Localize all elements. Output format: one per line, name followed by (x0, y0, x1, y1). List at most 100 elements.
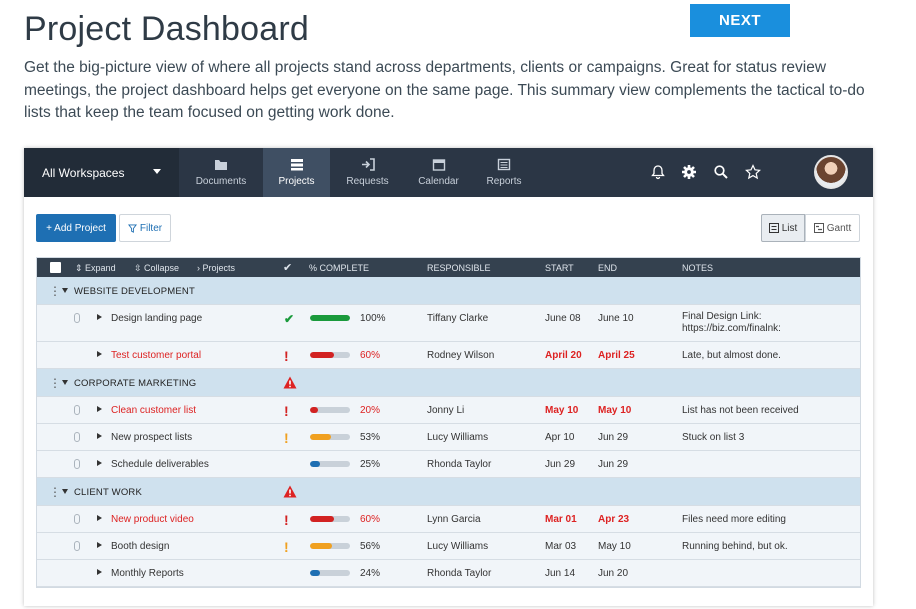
folder-icon (215, 160, 227, 170)
col-responsible: RESPONSIBLE (427, 263, 491, 273)
projects-breadcrumb[interactable]: › Projects (197, 263, 236, 273)
attachment-icon[interactable] (74, 432, 80, 442)
group-row[interactable]: ⋮ WEBSITE DEVELOPMENT (37, 277, 860, 305)
group-row[interactable]: ⋮ CORPORATE MARKETING (37, 369, 860, 397)
progress-fill (310, 315, 350, 321)
task-name[interactable]: Booth design (111, 541, 170, 552)
start-date: June 08 (545, 313, 581, 324)
caret-right-icon[interactable] (97, 433, 102, 439)
gantt-view-button[interactable]: Gantt (805, 214, 860, 242)
end-date: May 10 (598, 405, 632, 416)
caret-right-icon[interactable] (97, 569, 102, 575)
tab-label: Requests (346, 176, 389, 187)
avatar[interactable] (814, 155, 848, 189)
progress-fill (310, 461, 320, 467)
start-date: May 10 (545, 405, 579, 416)
task-name[interactable]: Design landing page (111, 313, 203, 324)
percent-complete: 100% (360, 313, 386, 324)
attachment-icon[interactable] (74, 514, 80, 524)
task-row[interactable]: Monthly Reports 24% Rhonda Taylor Jun 14 Jun… (37, 560, 860, 587)
notes: List has not been received (682, 405, 799, 416)
tab-reports[interactable]: Reports (472, 148, 536, 197)
search-icon[interactable] (713, 164, 729, 180)
gantt-label: Gantt (826, 222, 852, 234)
caret-down-icon[interactable] (62, 489, 68, 494)
responsible: Rhonda Taylor (427, 459, 492, 470)
next-button[interactable]: NEXT (690, 4, 790, 37)
progress-fill (310, 516, 334, 522)
percent-complete: 24% (360, 568, 381, 579)
caret-right-icon[interactable] (97, 406, 102, 412)
task-name[interactable]: New prospect lists (111, 432, 193, 443)
grid-header: ⇕ Expand ⇳ Collapse › Projects ✔ % COMPL… (37, 258, 860, 277)
list-view-button[interactable]: List (761, 214, 805, 242)
attachment-icon[interactable] (74, 541, 80, 551)
task-name[interactable]: Test customer portal (111, 350, 202, 361)
col-end: END (598, 263, 618, 273)
add-project-button[interactable]: + Add Project (36, 214, 116, 242)
start-date: Apr 10 (545, 432, 575, 443)
filter-label: Filter (139, 222, 163, 234)
attachment-icon[interactable] (74, 459, 80, 469)
caret-right-icon[interactable] (97, 314, 102, 320)
star-icon[interactable] (745, 164, 761, 180)
grid-body: ⋮ WEBSITE DEVELOPMENT Design landing page ✔… (37, 277, 860, 587)
task-row[interactable]: New prospect lists! 53% Lucy Williams Apr 1… (37, 424, 860, 451)
select-all-checkbox[interactable] (50, 262, 61, 273)
caret-down-icon[interactable] (62, 288, 68, 293)
list-icon (768, 223, 779, 233)
percent-complete: 25% (360, 459, 381, 470)
task-name[interactable]: New product video (111, 514, 194, 525)
start-date: Mar 03 (545, 541, 577, 552)
caret-right-icon[interactable] (97, 542, 102, 548)
intro-text: Get the big-picture view of where all pr… (24, 59, 865, 121)
end-date: Apr 23 (598, 514, 630, 525)
expand-control[interactable]: ⇕ Expand (75, 263, 116, 273)
percent-complete: 60% (360, 350, 381, 361)
task-row[interactable]: Schedule deliverables 25% Rhonda Taylor Jun… (37, 451, 860, 478)
attachment-icon[interactable] (74, 405, 80, 415)
drag-handle-icon[interactable]: ⋮ (49, 485, 61, 499)
start-date: Jun 14 (545, 568, 576, 579)
caret-down-icon[interactable] (62, 380, 68, 385)
exclamation-icon: ! (284, 403, 289, 419)
caret-right-icon[interactable] (97, 460, 102, 466)
warning-triangle-icon (283, 376, 297, 389)
tab-documents[interactable]: Documents (181, 148, 261, 197)
percent-complete: 53% (360, 432, 381, 443)
gear-icon[interactable] (681, 164, 697, 180)
progress-bar (310, 407, 350, 413)
task-name[interactable]: Clean customer list (111, 405, 197, 416)
bell-icon[interactable] (650, 164, 666, 180)
task-row[interactable]: Design landing page ✔ 100% Tiffany Clarke Ju… (37, 305, 860, 342)
tab-projects[interactable]: Projects (263, 148, 330, 197)
group-row[interactable]: ⋮ CLIENT WORK (37, 478, 860, 506)
drag-handle-icon[interactable]: ⋮ (49, 284, 61, 298)
collapse-control[interactable]: ⇳ Collapse (134, 263, 180, 273)
filter-icon (127, 223, 137, 233)
notes: Stuck on list 3 (682, 432, 745, 443)
tab-label: Projects (278, 176, 315, 187)
progress-bar (310, 352, 350, 358)
attachment-icon[interactable] (74, 313, 80, 323)
task-name[interactable]: Schedule deliverables (111, 459, 209, 470)
caret-right-icon[interactable] (97, 351, 102, 357)
tab-label: Reports (486, 176, 522, 187)
task-row[interactable]: Test customer portal! 60% Rodney Wilson Apr… (37, 342, 860, 369)
check-icon: ✔ (284, 312, 295, 326)
task-row[interactable]: New product video! 60% Lynn Garcia Mar 01 Ap… (37, 506, 860, 533)
responsible: Lynn Garcia (427, 514, 481, 525)
exclamation-icon: ! (284, 512, 289, 528)
task-row[interactable]: Clean customer list! 20% Jonny Li May 10 May… (37, 397, 860, 424)
filter-button[interactable]: Filter (119, 214, 171, 242)
drag-handle-icon[interactable]: ⋮ (49, 376, 61, 390)
task-name[interactable]: Monthly Reports (111, 568, 184, 579)
projects-icon (290, 159, 303, 171)
tab-calendar[interactable]: Calendar (405, 148, 472, 197)
group-name: CLIENT WORK (74, 487, 143, 498)
caret-right-icon[interactable] (97, 515, 102, 521)
col-complete: % COMPLETE (309, 263, 370, 273)
tab-requests[interactable]: Requests (334, 148, 401, 197)
task-row[interactable]: Booth design! 56% Lucy Williams Mar 03 May 1… (37, 533, 860, 560)
workspace-selector[interactable]: All Workspaces (24, 148, 179, 197)
